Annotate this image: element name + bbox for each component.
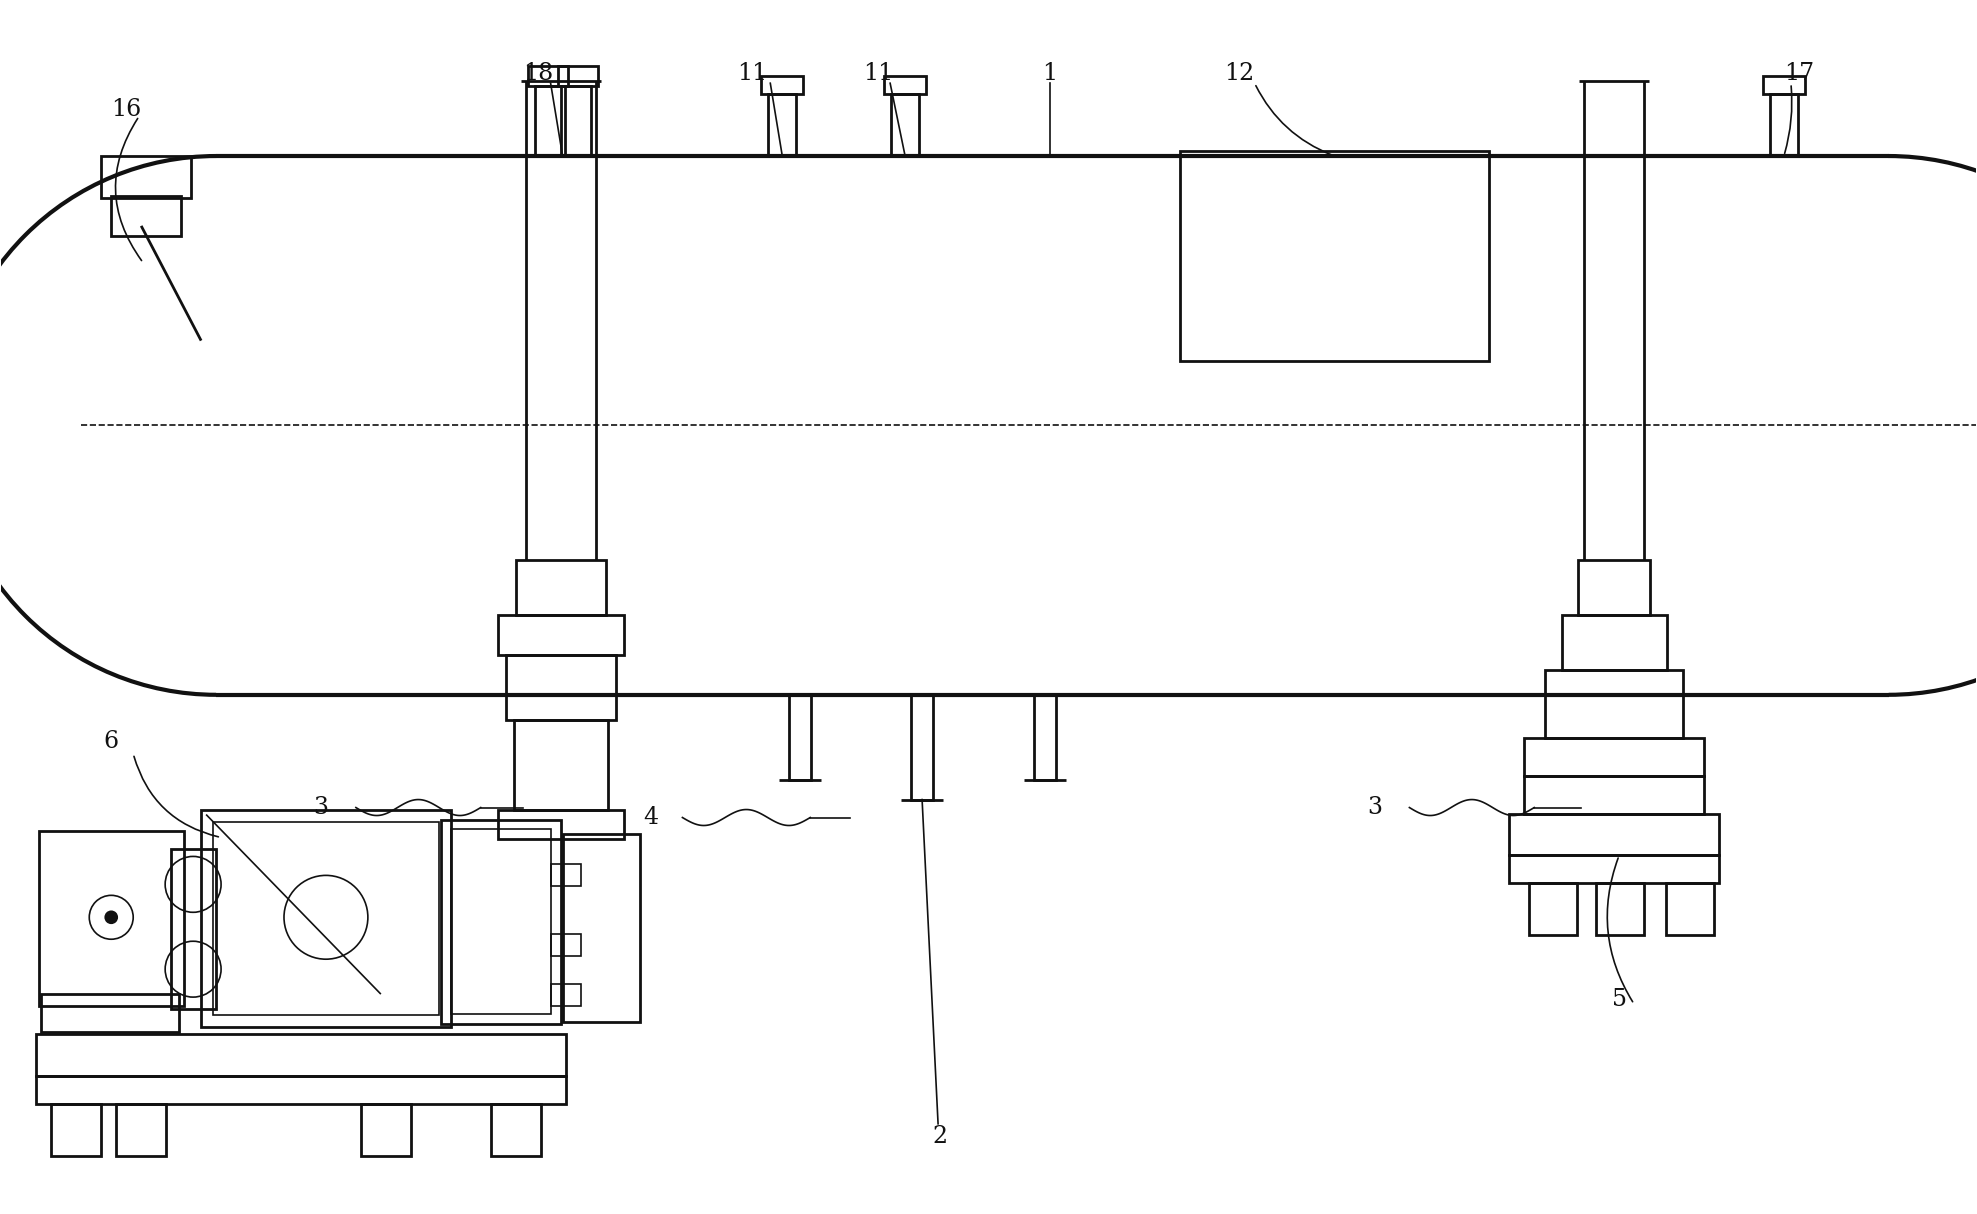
Bar [789,694,811,779]
Bar [911,694,933,800]
Bar [514,720,607,810]
Bar [552,864,581,886]
Bar [51,1104,101,1156]
Bar [1578,560,1651,615]
Bar [490,1104,540,1156]
Text: 17: 17 [1783,62,1815,85]
Bar [884,76,925,95]
Bar [552,935,581,957]
Text: 2: 2 [933,1125,947,1148]
Bar [202,810,451,1027]
Bar [111,195,182,236]
Bar [36,1034,565,1076]
Bar [892,95,919,157]
Circle shape [105,912,117,924]
Text: 11: 11 [864,62,894,85]
Bar [1524,776,1704,813]
Bar [1508,856,1718,884]
Text: 1: 1 [1042,62,1058,85]
Bar [1034,694,1056,779]
Bar [552,985,581,1006]
Bar [563,834,641,1022]
Text: 5: 5 [1611,988,1627,1010]
Text: 18: 18 [524,62,554,85]
Bar [40,832,184,1006]
Bar [214,822,439,1015]
Bar [1667,884,1714,935]
Bar [101,157,192,198]
Bar [1530,884,1578,935]
Text: 3: 3 [314,796,328,819]
Bar [498,810,623,839]
Bar [1595,884,1645,935]
Bar [558,67,597,86]
Bar [565,86,591,157]
Bar [1508,813,1718,856]
Bar [769,95,797,157]
Bar [42,994,180,1032]
Bar [1763,76,1805,95]
Bar [36,1076,565,1104]
Bar [1524,738,1704,776]
Bar [506,654,615,720]
Text: 4: 4 [643,806,658,829]
Bar [1769,95,1797,157]
Bar [441,819,561,1025]
Bar [117,1104,166,1156]
Bar [1180,151,1489,361]
Bar [451,829,552,1014]
Text: 3: 3 [1366,796,1382,819]
Bar [362,1104,411,1156]
Bar [498,615,623,654]
Bar [761,76,803,95]
Bar [516,560,605,615]
Text: 12: 12 [1224,62,1255,85]
Text: 11: 11 [737,62,767,85]
Bar [528,67,567,86]
Text: 6: 6 [103,730,119,753]
Bar [1546,670,1682,738]
Bar [534,86,561,157]
Bar [1562,615,1667,670]
Text: 16: 16 [111,97,140,120]
Bar [172,850,215,1009]
